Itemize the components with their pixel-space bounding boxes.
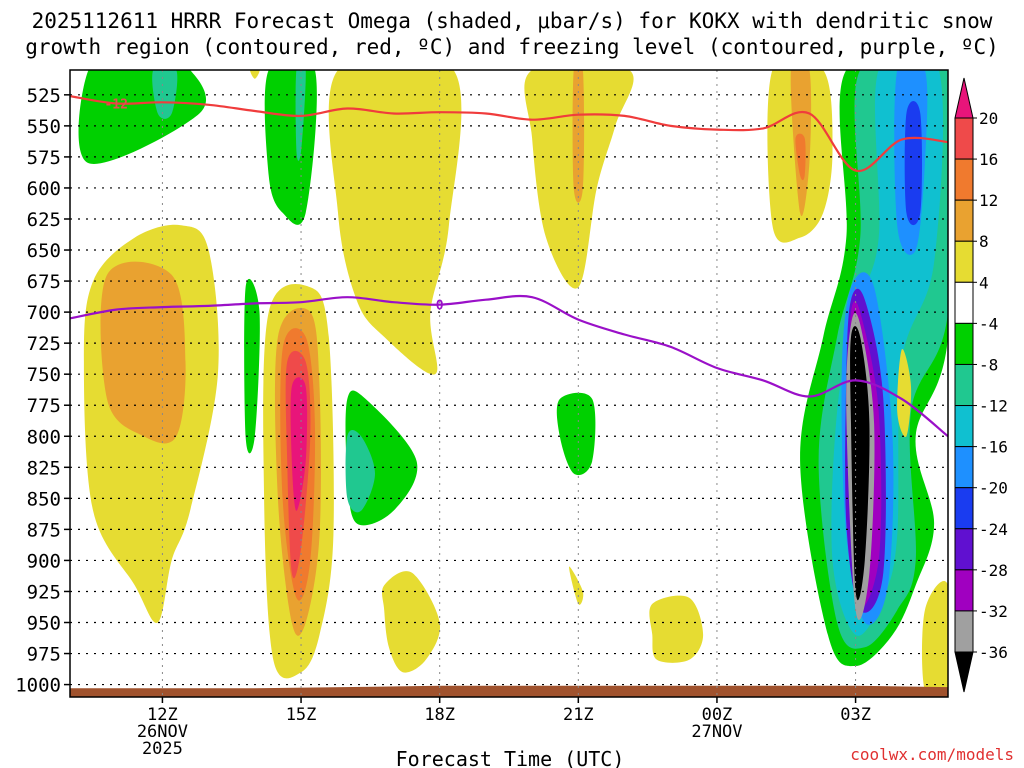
terrain — [70, 685, 948, 697]
y-tick-label: 975 — [27, 644, 61, 666]
y-tick-label: 800 — [27, 426, 61, 448]
colorbar-swatch — [954, 322, 974, 365]
x-tick-date: 27NOV — [691, 722, 742, 742]
x-tick-label: 00Z — [702, 705, 733, 725]
shade-green-15z-top — [264, 70, 317, 225]
colorbar-label: 8 — [979, 232, 989, 251]
colorbar-bottom-arrow — [954, 651, 974, 693]
x-tick-label: 12Z — [147, 705, 178, 725]
y-tick-label: 625 — [27, 209, 61, 231]
y-tick-label: 950 — [27, 613, 61, 635]
contours: -12 0 — [70, 95, 948, 438]
y-tick-label: 575 — [27, 147, 61, 169]
x-tick-label: 18Z — [424, 705, 455, 725]
x-tick-label: 15Z — [286, 705, 317, 725]
y-axis: 525 550 575 600 625 650 675 700 725 750 775 800 825 8… — [15, 85, 70, 697]
y-tick-label: 900 — [27, 550, 61, 572]
contour-label: -12 — [104, 98, 127, 113]
y-tick-label: 775 — [27, 395, 61, 417]
y-tick-label: 700 — [27, 302, 61, 324]
colorbar-swatch — [954, 240, 974, 283]
colorbar-swatch — [954, 199, 974, 242]
colorbar-label: -16 — [979, 438, 1008, 457]
shade-darkblue-03z-upper — [904, 101, 923, 226]
y-tick-label: 750 — [27, 364, 61, 386]
y-tick-label: 875 — [27, 519, 61, 541]
x-tick-label: 21Z — [563, 705, 594, 725]
y-tick-label: 600 — [27, 178, 61, 200]
credit-text: coolwx.com/models — [850, 745, 1014, 764]
colorbar-label: -8 — [979, 355, 998, 374]
shade-darkorange-25z-top — [795, 133, 806, 181]
shade-yellow-05z-low — [921, 581, 948, 697]
colorbar-swatch — [954, 363, 974, 407]
shade-yellow-15z-top — [250, 70, 260, 79]
x-tick-year: 2025 — [142, 739, 183, 759]
colorbar-label: -24 — [979, 520, 1008, 539]
shade-green-14z-small — [244, 278, 260, 454]
shade-yellow-17z-low — [381, 571, 441, 673]
colorbar-label: -36 — [979, 643, 1008, 662]
colorbar-label: -4 — [979, 314, 998, 333]
colorbar-swatch — [954, 610, 974, 653]
shade-teal-16z-mid — [345, 429, 375, 513]
y-tick-label: 1000 — [15, 675, 61, 697]
y-tick-label: 675 — [27, 271, 61, 293]
x-axis-label: Forecast Time (UTC) — [396, 747, 625, 768]
shade-green-20z-mid — [556, 392, 596, 476]
colorbar-swatch — [954, 528, 974, 571]
y-tick-label: 925 — [27, 581, 61, 603]
colorbar-swatch — [954, 405, 974, 448]
shade-yellow-04z-mid — [897, 348, 912, 438]
shade-black-03z-core — [850, 326, 870, 601]
contour-label: 0 — [436, 299, 444, 314]
shade-orange-21z-top — [572, 70, 585, 203]
omega-shading — [70, 70, 948, 697]
shade-yellow-21z-small — [569, 566, 584, 605]
contour-dendritic-growth -12C — [70, 95, 948, 172]
colorbar-label: 16 — [979, 150, 998, 169]
colorbar-swatch — [954, 281, 974, 324]
colorbar-label: -12 — [979, 397, 1008, 416]
colorbar-label: -32 — [979, 602, 1008, 621]
y-tick-label: 525 — [27, 85, 61, 107]
colorbar-label: 12 — [979, 191, 998, 210]
shade-yellow-17z-top — [328, 70, 462, 375]
shade-yellow-23z-low — [649, 595, 704, 663]
y-tick-label: 550 — [27, 116, 61, 138]
colorbar: 20 16 12 8 4 -4 -8 -12 -16 -20 -24 -28 -32 -36 — [954, 77, 1008, 693]
colorbar-swatch — [954, 569, 974, 612]
colorbar-label: 20 — [979, 109, 998, 128]
x-tick-date: 26NOV — [137, 722, 188, 742]
y-tick-label: 825 — [27, 457, 61, 479]
y-tick-label: 850 — [27, 488, 61, 510]
colorbar-label: -20 — [979, 479, 1008, 498]
colorbar-top-arrow — [954, 77, 974, 119]
colorbar-label: 4 — [979, 273, 989, 292]
shade-teal-12z-top — [152, 70, 178, 119]
title-line2: growth region (contoured, red, ºC) and f… — [25, 35, 999, 59]
title-line1: 2025112611 HRRR Forecast Omega (shaded, … — [32, 9, 993, 33]
colorbar-swatch — [954, 117, 974, 160]
y-tick-label: 650 — [27, 240, 61, 262]
colorbar-swatch — [954, 487, 974, 530]
shade-magenta-15z-low — [290, 377, 308, 511]
plot-frame — [69, 69, 949, 698]
colorbar-label: -28 — [979, 561, 1008, 580]
colorbar-swatch — [954, 158, 974, 201]
contour-freezing-level 0C — [70, 294, 948, 438]
shade-green-12z-top — [78, 70, 206, 164]
x-tick-label: 03Z — [840, 705, 871, 725]
y-tick-label: 725 — [27, 333, 61, 355]
colorbar-swatch — [954, 446, 974, 489]
